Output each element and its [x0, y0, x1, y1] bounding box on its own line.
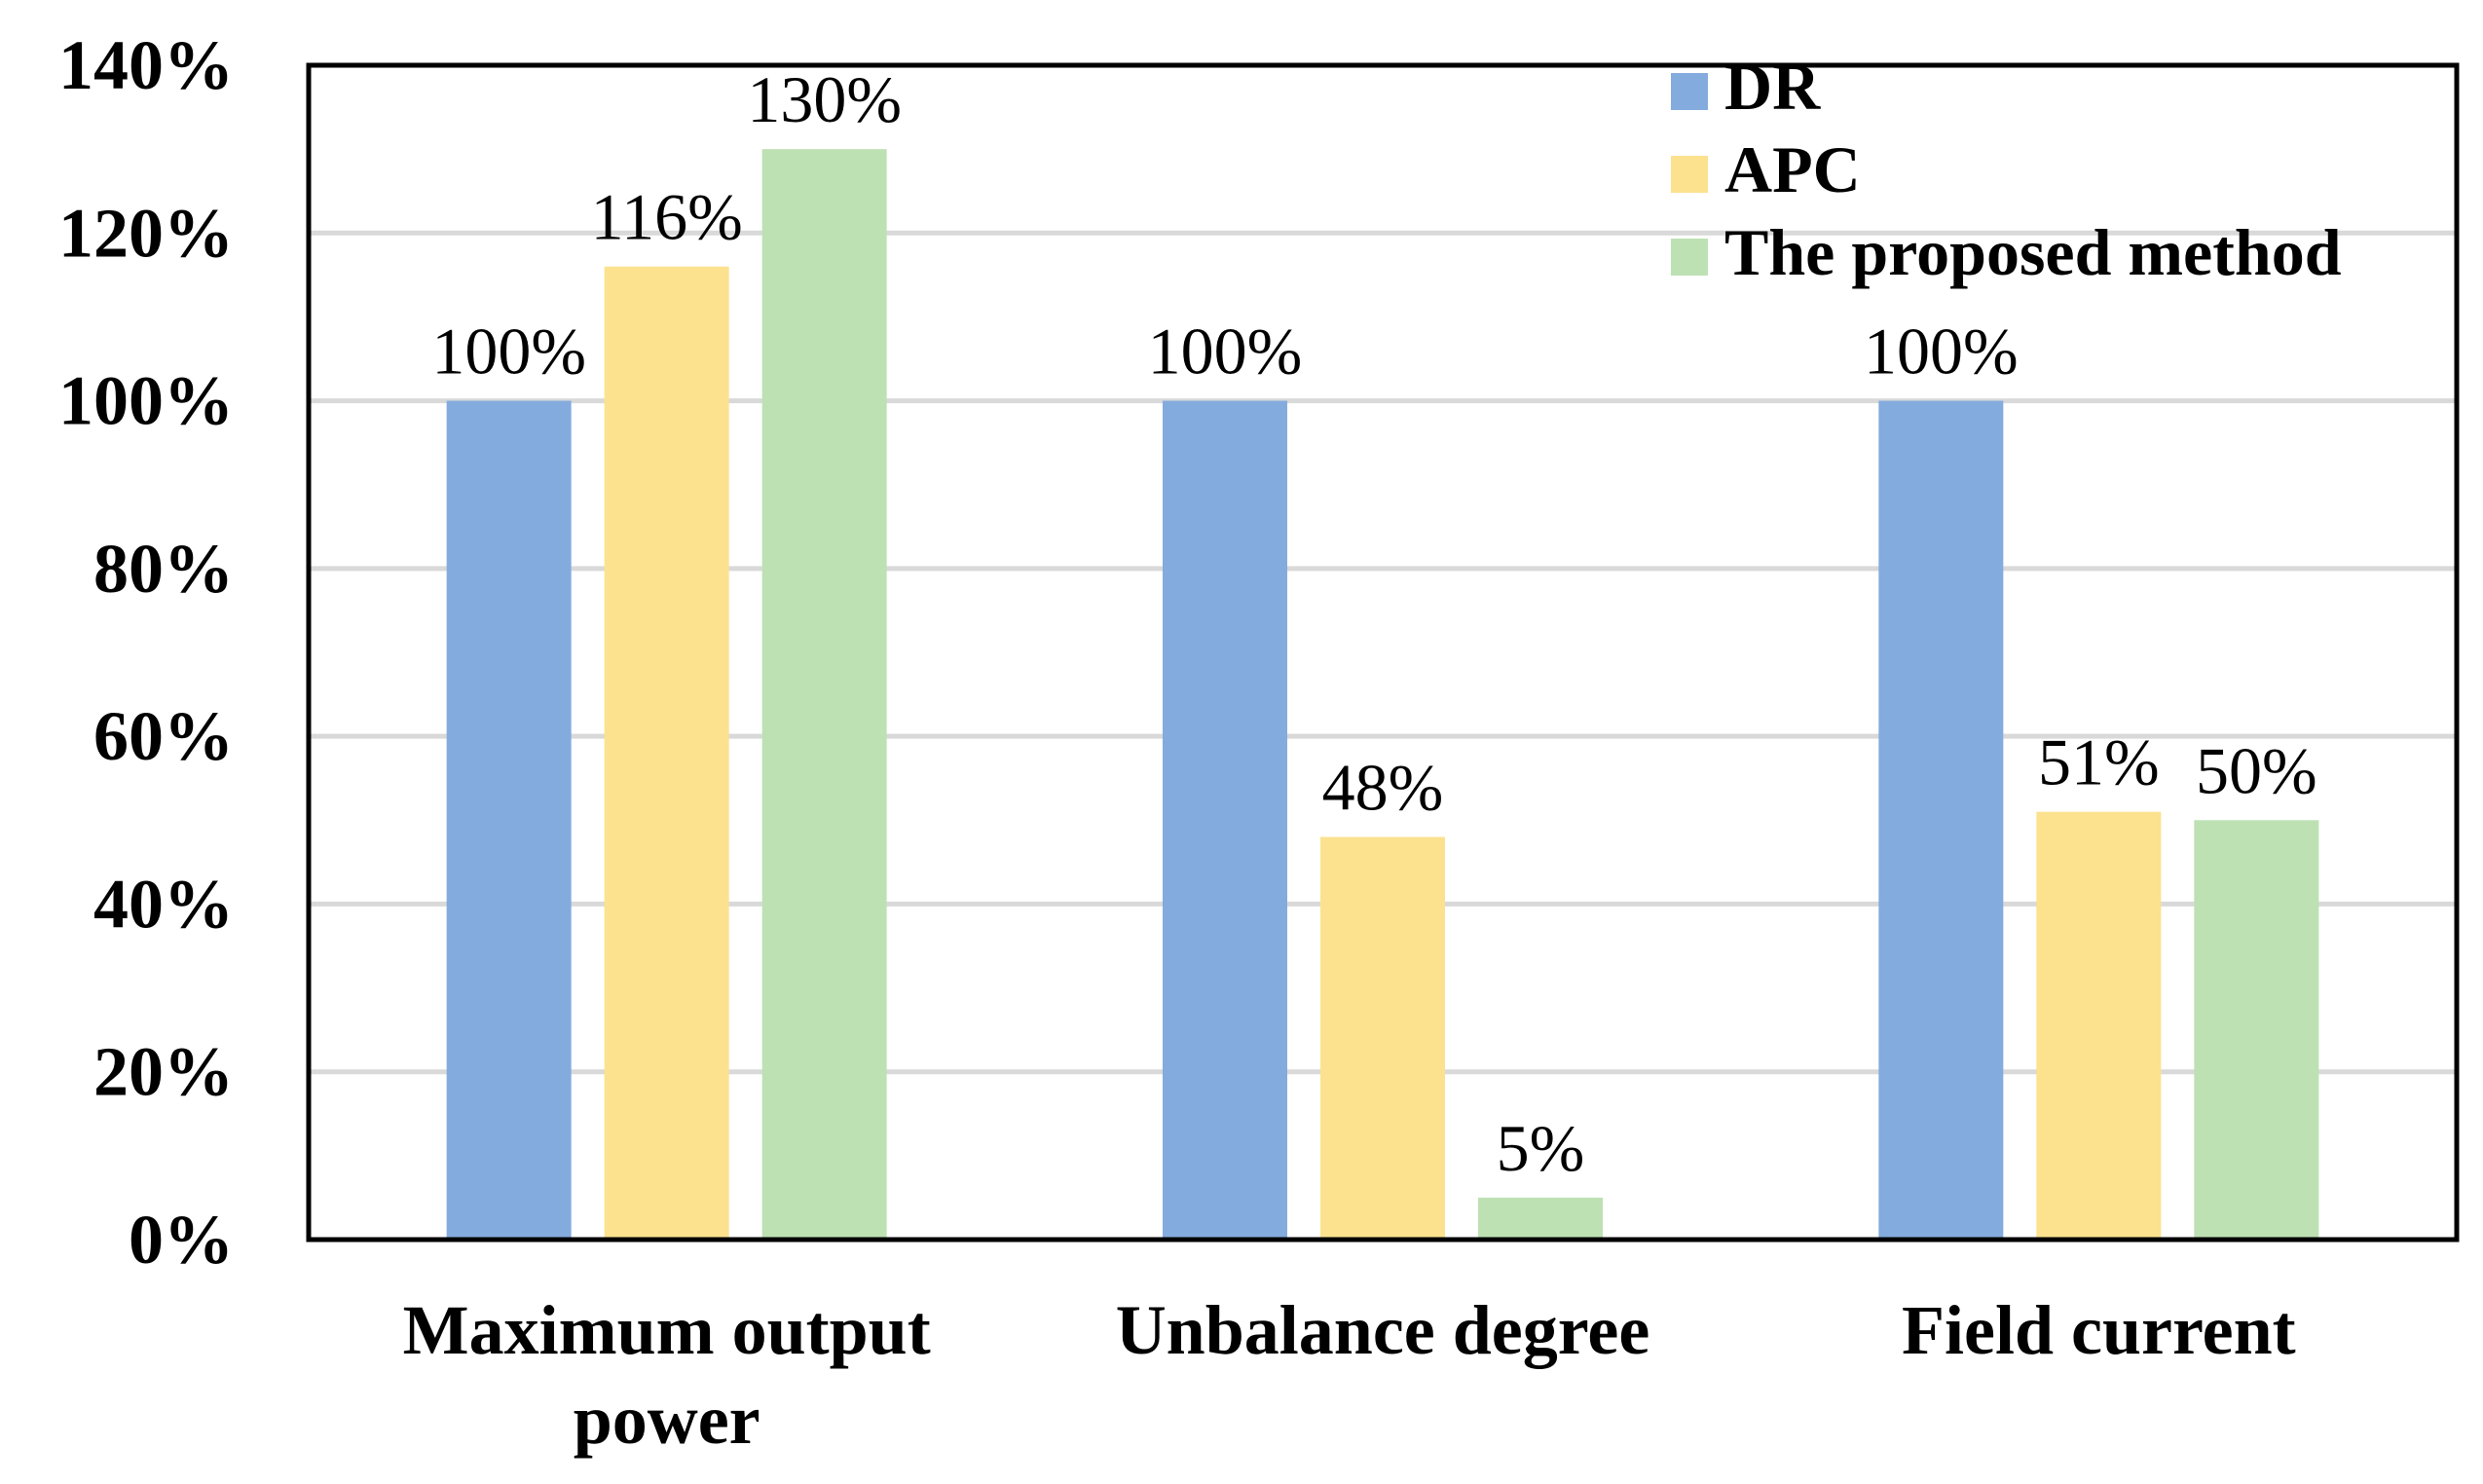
x-category-label: Maximum output	[403, 1291, 931, 1369]
y-tick-label: 120%	[58, 194, 234, 272]
y-tick-label: 40%	[93, 865, 234, 943]
data-label: 100%	[1864, 315, 2019, 389]
bar	[1320, 836, 1445, 1240]
x-category-label: power	[574, 1381, 760, 1459]
x-category-label: Field current	[1902, 1291, 2296, 1369]
data-label: 100%	[431, 315, 586, 389]
bar	[2036, 811, 2162, 1240]
data-label: 5%	[1497, 1111, 1585, 1185]
bar	[446, 400, 572, 1241]
y-tick-label: 80%	[93, 530, 234, 608]
x-axis-categories: Maximum output power Unbalance degree Field…	[403, 1291, 2296, 1459]
legend-label: The proposed method	[1724, 215, 2342, 289]
data-label: 116%	[591, 180, 743, 254]
y-axis-ticks: 0% 20% 40% 60% 80% 100% 120% 140%	[58, 26, 234, 1279]
legend-swatch	[1671, 239, 1708, 276]
y-tick-label: 60%	[93, 697, 234, 775]
data-label: 48%	[1322, 751, 1444, 825]
data-labels: 100%116%130%100%48%5%100%51% 50%	[431, 62, 2316, 1185]
legend-swatch	[1671, 156, 1708, 193]
y-tick-label: 20%	[93, 1033, 234, 1111]
y-tick-label: 100%	[58, 362, 234, 440]
plot-frame	[306, 62, 2460, 1243]
bar	[1478, 1197, 1603, 1240]
bars	[446, 149, 2319, 1241]
data-label: 51%	[2038, 725, 2160, 799]
bar	[1878, 400, 2004, 1241]
x-category-label: Unbalance degree	[1116, 1291, 1650, 1369]
data-label: 100%	[1148, 315, 1303, 389]
legend: DR APC The proposed method	[1671, 50, 2342, 289]
y-tick-label: 0%	[129, 1201, 234, 1279]
y-tick-label: 140%	[58, 26, 234, 104]
bar	[761, 149, 887, 1241]
data-label: 130%	[747, 62, 902, 136]
legend-label: APC	[1724, 132, 1861, 206]
legend-label: DR	[1724, 50, 1821, 124]
legend-swatch	[1671, 73, 1708, 110]
bar	[2194, 820, 2319, 1240]
bar	[604, 266, 729, 1240]
data-label: 50%	[2196, 733, 2317, 807]
bar	[1163, 400, 1287, 1241]
